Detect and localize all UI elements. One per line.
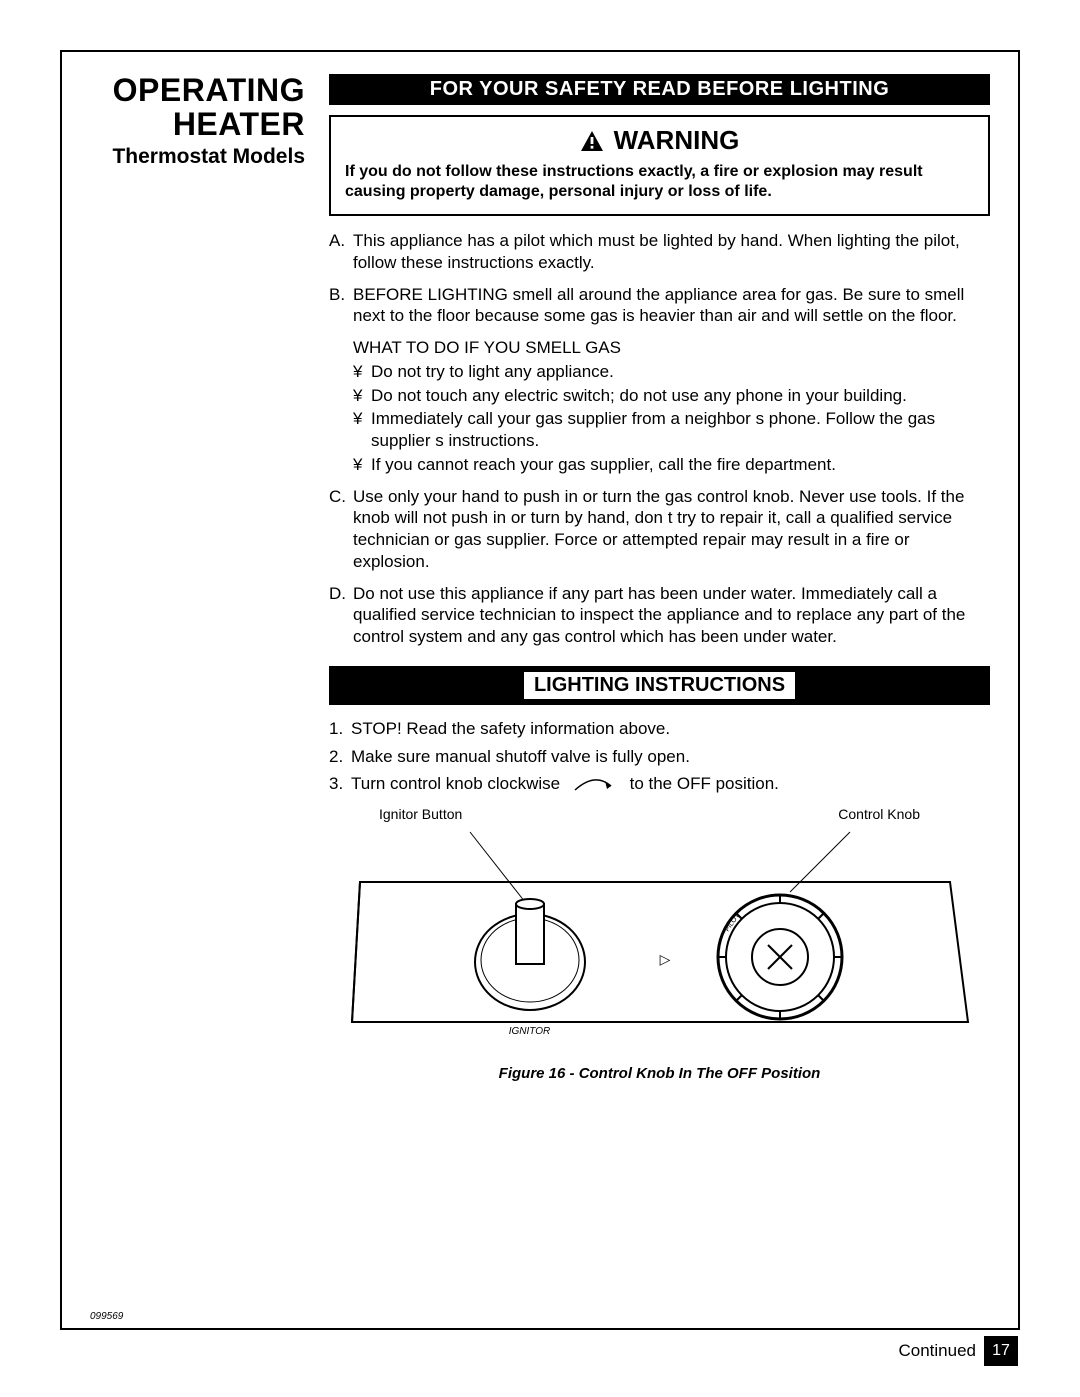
pointer-marker: ▷	[659, 951, 670, 967]
item-d: D. Do not use this appliance if any part…	[329, 583, 990, 648]
smell-gas-heading: WHAT TO DO IF YOU SMELL GAS	[353, 337, 990, 359]
step-text: Make sure manual shutoff valve is fully …	[351, 745, 690, 769]
warning-label: WARNING	[614, 125, 740, 156]
page-number: 17	[984, 1336, 1018, 1366]
lighting-steps: 1.STOP! Read the safety information abov…	[329, 717, 990, 796]
page-frame: OPERATING HEATER Thermostat Models FOR Y…	[60, 50, 1020, 1330]
section-subtitle: Thermostat Models	[90, 145, 305, 169]
bullet: ¥If you cannot reach your gas supplier, …	[353, 454, 990, 476]
bullet: ¥Immediately call your gas supplier from…	[353, 408, 990, 452]
document-number: 099569	[90, 1311, 123, 1322]
document-page: OPERATING HEATER Thermostat Models FOR Y…	[0, 0, 1080, 1397]
left-column: OPERATING HEATER Thermostat Models	[90, 74, 305, 1082]
bullet-marker: ¥	[353, 385, 371, 407]
bullet-text: Do not touch any electric switch; do not…	[371, 385, 907, 407]
step-number: 3.	[329, 772, 351, 796]
step-number: 2.	[329, 745, 351, 769]
warning-header: WARNING	[345, 125, 974, 156]
item-c: C. Use only your hand to push in or turn…	[329, 486, 990, 573]
figure-caption: Figure 16 - Control Knob In The OFF Posi…	[329, 1065, 990, 1082]
label-control-knob: Control Knob	[838, 806, 920, 822]
warning-text: If you do not follow these instructions …	[345, 162, 974, 202]
item-label: B.	[329, 284, 353, 328]
bullet: ¥Do not touch any electric switch; do no…	[353, 385, 990, 407]
item-label: C.	[329, 486, 353, 573]
bullet: ¥Do not try to light any appliance.	[353, 361, 990, 383]
item-b: B. BEFORE LIGHTING smell all around the …	[329, 284, 990, 328]
figure-16: Ignitor Button Control Knob	[329, 806, 990, 1082]
step-2: 2.Make sure manual shutoff valve is full…	[329, 745, 990, 769]
figure-callout-labels: Ignitor Button Control Knob	[329, 806, 990, 822]
step3-pre: Turn control knob clockwise	[351, 774, 560, 793]
bullet-text: Do not try to light any appliance.	[371, 361, 614, 383]
step-1: 1.STOP! Read the safety information abov…	[329, 717, 990, 741]
clockwise-arrow-icon	[571, 776, 619, 794]
continued-label: Continued	[898, 1341, 976, 1361]
safety-banner: FOR YOUR SAFETY READ BEFORE LIGHTING	[329, 74, 990, 105]
smell-gas-bullets: ¥Do not try to light any appliance. ¥Do …	[353, 361, 990, 476]
right-column: FOR YOUR SAFETY READ BEFORE LIGHTING WAR…	[329, 74, 990, 1082]
item-a: A. This appliance has a pilot which must…	[329, 230, 990, 274]
item-text: BEFORE LIGHTING smell all around the app…	[353, 284, 990, 328]
bullet-text: If you cannot reach your gas supplier, c…	[371, 454, 836, 476]
step-3: 3. Turn control knob clockwise to the OF…	[329, 772, 990, 796]
item-text: This appliance has a pilot which must be…	[353, 230, 990, 274]
item-label: D.	[329, 583, 353, 648]
step-number: 1.	[329, 717, 351, 741]
lighting-banner: LIGHTING INSTRUCTIONS	[329, 666, 990, 705]
bullet-text: Immediately call your gas supplier from …	[371, 408, 990, 452]
control-panel-diagram: ▷	[350, 822, 970, 1052]
item-text: Do not use this appliance if any part ha…	[353, 583, 990, 648]
bullet-marker: ¥	[353, 361, 371, 383]
ignitor-label-small: IGNITOR	[69, 1026, 990, 1037]
step-text: Turn control knob clockwise to the OFF p…	[351, 772, 779, 796]
section-title-line2: HEATER	[90, 108, 305, 142]
step3-post: to the OFF position.	[630, 774, 779, 793]
item-text: Use only your hand to push in or turn th…	[353, 486, 990, 573]
continued-footer: Continued 17	[898, 1336, 1018, 1366]
section-title-line1: OPERATING	[90, 74, 305, 108]
lighting-banner-text: LIGHTING INSTRUCTIONS	[524, 672, 795, 699]
step-text: STOP! Read the safety information above.	[351, 717, 670, 741]
warning-box: WARNING If you do not follow these instr…	[329, 115, 990, 216]
bullet-marker: ¥	[353, 408, 371, 452]
bullet-marker: ¥	[353, 454, 371, 476]
safety-items: A. This appliance has a pilot which must…	[329, 230, 990, 648]
warning-triangle-icon	[580, 130, 604, 152]
label-ignitor: Ignitor Button	[379, 806, 462, 822]
item-label: A.	[329, 230, 353, 274]
two-column-layout: OPERATING HEATER Thermostat Models FOR Y…	[90, 74, 990, 1082]
